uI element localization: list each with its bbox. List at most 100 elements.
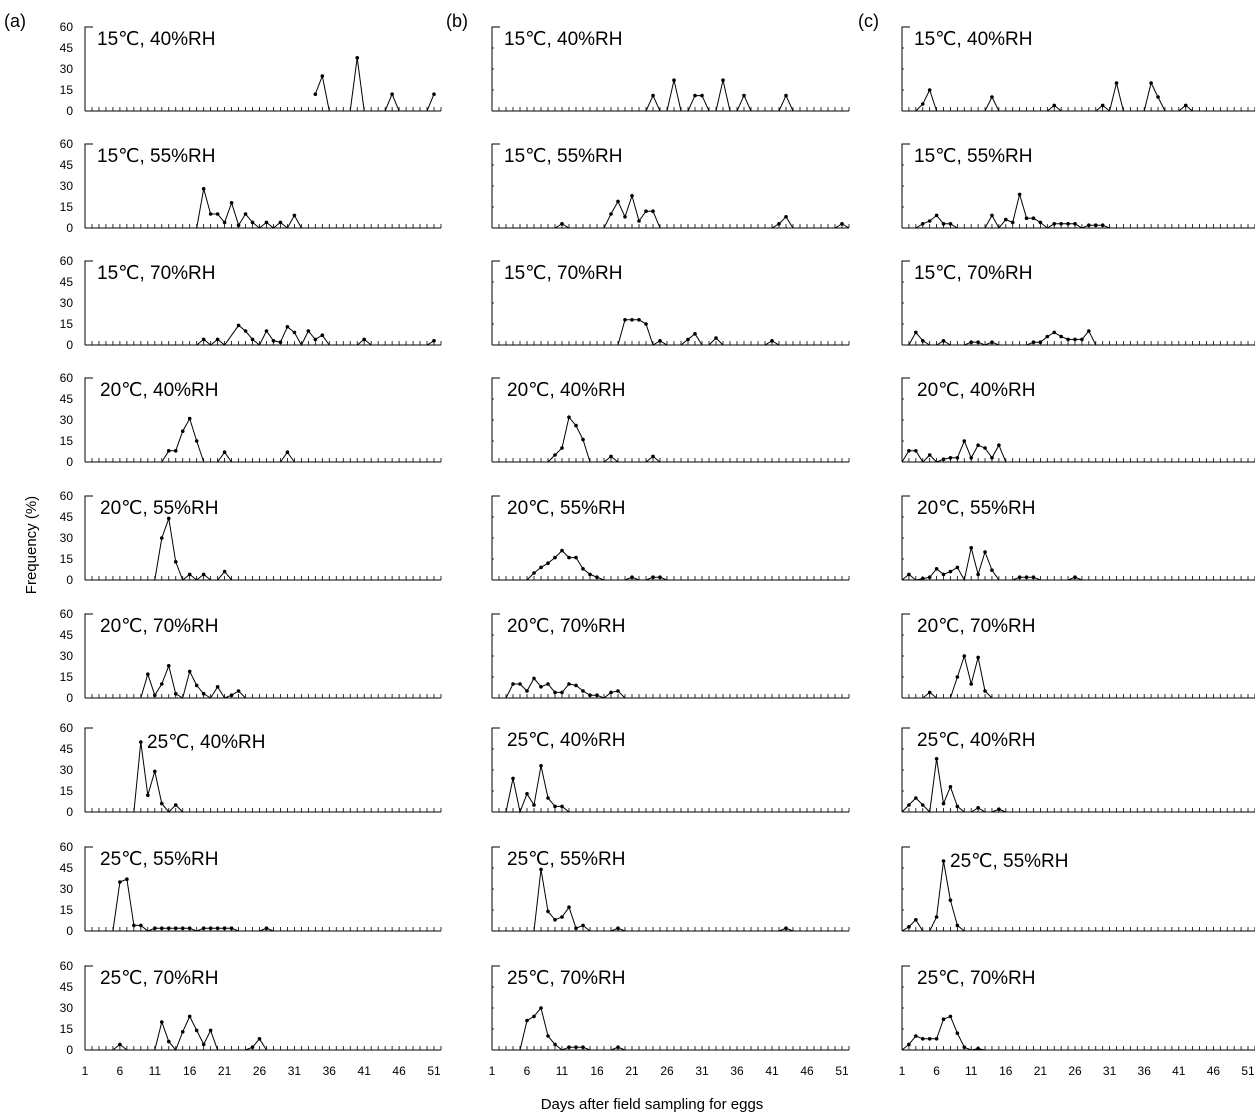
data-point	[146, 672, 150, 676]
panel-letter-a: (a)	[4, 11, 26, 31]
condition-label: 15℃, 70%RH	[97, 263, 216, 284]
data-point	[997, 807, 1001, 811]
data-point	[574, 683, 578, 688]
data-point	[553, 804, 557, 809]
condition-label: 15℃, 40%RH	[504, 29, 623, 50]
x-tick-label: 31	[288, 1064, 302, 1078]
data-point	[518, 682, 522, 686]
condition-label: 20℃, 70%RH	[917, 616, 1036, 637]
y-tick-label: 0	[66, 455, 73, 469]
data-point	[976, 443, 980, 448]
y-tick-label: 45	[60, 158, 74, 172]
data-point	[920, 803, 925, 807]
data-point	[574, 1045, 578, 1049]
data-point	[553, 555, 557, 560]
data-point	[616, 1045, 620, 1049]
data-point	[914, 918, 918, 922]
data-point	[1004, 217, 1008, 222]
data-point	[581, 1045, 585, 1049]
data-point	[525, 1018, 529, 1023]
y-tick-label: 30	[60, 296, 74, 310]
data-point	[934, 915, 939, 919]
condition-label: 15℃, 55%RH	[914, 146, 1033, 167]
x-tick-label: 26	[660, 1064, 674, 1078]
data-point	[1024, 575, 1029, 579]
data-point	[784, 926, 788, 930]
data-point	[546, 1034, 550, 1038]
data-point	[969, 546, 973, 550]
data-point	[976, 806, 980, 810]
data-point	[941, 339, 946, 343]
x-tick-label: 6	[524, 1064, 531, 1078]
condition-label: 25℃, 55%RH	[950, 851, 1069, 872]
y-tick-label: 0	[66, 104, 73, 118]
data-point	[222, 569, 227, 574]
data-point	[139, 740, 143, 744]
y-axis-line	[84, 26, 93, 111]
data-point	[432, 339, 436, 343]
subplot: 0 15 30 45 60 20℃, 40%RH	[60, 371, 442, 469]
data-point	[644, 322, 648, 326]
data-point	[990, 568, 994, 572]
condition-label: 20℃, 55%RH	[917, 498, 1036, 519]
data-point	[1066, 222, 1070, 226]
subplot: 15℃, 40%RH	[491, 26, 850, 112]
data-point	[658, 575, 662, 579]
data-point	[567, 415, 571, 420]
data-point	[264, 329, 269, 333]
panel-letters: (a) (b) (c)	[4, 11, 879, 31]
data-point	[574, 423, 578, 428]
data-point	[187, 572, 192, 577]
data-point	[686, 337, 690, 342]
subplot: 25℃, 40%RH	[491, 727, 850, 814]
data-point	[1052, 103, 1057, 108]
series-line	[915, 81, 1193, 112]
data-point	[588, 693, 592, 697]
y-tick-label: 0	[66, 691, 73, 705]
data-point	[173, 803, 178, 807]
condition-label: 15℃, 40%RH	[97, 29, 216, 50]
data-point	[630, 194, 634, 198]
data-point	[927, 453, 932, 457]
data-point	[166, 926, 171, 930]
data-point	[941, 801, 946, 806]
data-point	[560, 690, 564, 695]
y-tick-label: 15	[60, 903, 74, 917]
data-point	[355, 56, 360, 60]
y-axis-line	[84, 727, 93, 812]
subplot: 25℃, 55%RH	[491, 846, 850, 932]
data-point	[907, 1042, 911, 1047]
data-point	[159, 801, 164, 806]
data-point	[250, 220, 255, 225]
data-point	[511, 776, 515, 781]
y-tick-label: 30	[60, 1001, 74, 1015]
panel-letter-b: (b)	[446, 11, 468, 31]
y-tick-label: 45	[60, 275, 74, 289]
data-point	[574, 555, 578, 560]
x-tick-label: 46	[1207, 1064, 1221, 1078]
data-point	[118, 1042, 122, 1047]
condition-label: 15℃, 55%RH	[97, 146, 216, 167]
data-point	[1183, 103, 1188, 108]
y-tick-label: 0	[66, 221, 73, 235]
data-point	[560, 915, 564, 919]
condition-label: 25℃, 40%RH	[147, 732, 266, 753]
data-point	[927, 88, 932, 92]
data-point	[955, 675, 960, 679]
data-point	[997, 443, 1001, 448]
series-line	[922, 654, 993, 699]
data-point	[595, 693, 599, 697]
x-tick-label: 11	[556, 1064, 569, 1078]
data-point	[560, 222, 564, 226]
y-tick-label: 60	[60, 489, 74, 503]
series-line	[505, 677, 626, 699]
data-point	[976, 1046, 980, 1051]
data-point	[658, 339, 662, 343]
data-point	[948, 898, 953, 902]
data-point	[907, 925, 911, 929]
subplot: 20℃, 70%RH	[491, 613, 850, 699]
data-point	[920, 339, 925, 343]
data-point	[243, 329, 248, 333]
subplot: 0 15 30 45 60 20℃, 55%RH	[60, 489, 442, 587]
